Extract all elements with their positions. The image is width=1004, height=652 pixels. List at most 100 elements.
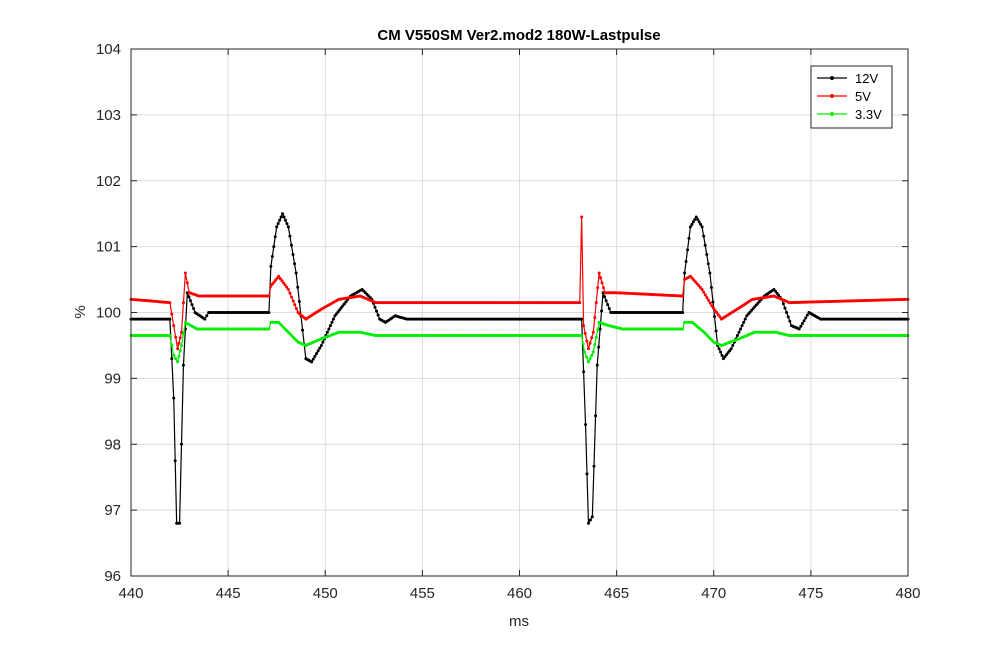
data-point bbox=[693, 217, 697, 221]
data-point bbox=[591, 350, 595, 354]
data-point bbox=[585, 355, 589, 359]
data-point bbox=[293, 262, 297, 266]
axis-ticks: 440 445 450 455 460 465 470 475 480 96 97 98 99 100 10… bbox=[96, 41, 921, 602]
y-tick-label: 97 bbox=[104, 502, 121, 519]
data-point bbox=[681, 311, 685, 314]
data-point bbox=[596, 286, 600, 290]
data-point bbox=[713, 308, 717, 312]
legend-box bbox=[810, 65, 893, 129]
data-point bbox=[375, 309, 379, 313]
data-point bbox=[277, 274, 281, 278]
data-point bbox=[321, 340, 325, 344]
series-markers-12v bbox=[129, 212, 910, 525]
legend-marker-5v bbox=[830, 94, 834, 98]
data-point bbox=[586, 360, 590, 364]
data-point bbox=[781, 302, 785, 306]
data-point bbox=[174, 335, 178, 339]
data-point bbox=[288, 291, 292, 295]
data-point bbox=[291, 299, 295, 303]
data-point bbox=[170, 357, 174, 361]
data-point bbox=[181, 363, 185, 367]
data-point bbox=[178, 349, 182, 353]
data-point bbox=[586, 347, 590, 351]
data-point bbox=[168, 317, 172, 321]
data-point bbox=[600, 309, 604, 313]
data-point bbox=[683, 271, 687, 275]
data-point bbox=[593, 343, 597, 347]
data-point bbox=[580, 334, 584, 338]
data-point bbox=[708, 301, 712, 305]
data-point bbox=[590, 515, 594, 519]
data-point bbox=[684, 259, 688, 263]
data-point bbox=[706, 262, 710, 266]
data-point bbox=[286, 287, 290, 291]
y-tick-label: 102 bbox=[96, 173, 121, 190]
data-point bbox=[580, 317, 584, 321]
x-tick-label: 475 bbox=[798, 585, 823, 602]
data-point bbox=[311, 357, 315, 361]
data-point bbox=[700, 225, 704, 229]
data-point bbox=[686, 248, 690, 252]
data-point bbox=[267, 294, 271, 298]
data-point bbox=[597, 345, 601, 349]
data-point bbox=[272, 245, 276, 249]
data-point bbox=[280, 279, 284, 283]
x-tick-label: 450 bbox=[313, 585, 338, 602]
data-point bbox=[717, 347, 721, 351]
x-tick-label: 465 bbox=[604, 585, 629, 602]
data-point bbox=[709, 285, 713, 289]
series-5v bbox=[129, 215, 910, 351]
data-point bbox=[330, 320, 334, 324]
data-point bbox=[327, 327, 331, 331]
data-point bbox=[582, 324, 586, 328]
data-point bbox=[591, 330, 595, 334]
data-point bbox=[168, 301, 172, 305]
data-point bbox=[583, 350, 587, 354]
data-point bbox=[178, 336, 182, 340]
x-tick-label: 445 bbox=[216, 585, 241, 602]
data-point bbox=[172, 353, 176, 357]
data-point bbox=[805, 313, 809, 317]
data-point bbox=[713, 314, 717, 318]
data-point bbox=[316, 349, 320, 353]
data-point bbox=[275, 225, 279, 229]
x-tick-label: 470 bbox=[701, 585, 726, 602]
data-point bbox=[267, 327, 271, 331]
data-point bbox=[602, 286, 606, 290]
data-point bbox=[296, 285, 300, 289]
y-axis-label: % bbox=[72, 305, 89, 318]
data-point bbox=[181, 301, 185, 305]
data-point bbox=[740, 324, 744, 328]
data-point bbox=[290, 295, 294, 299]
legend-marker-12v bbox=[830, 76, 834, 80]
data-point bbox=[700, 287, 704, 291]
data-point bbox=[788, 319, 792, 323]
data-point bbox=[599, 276, 603, 280]
legend-entry-3-3v: 3.3V bbox=[855, 107, 882, 122]
data-point bbox=[294, 307, 298, 311]
legend-entry-5v: 5V bbox=[855, 89, 871, 104]
data-point bbox=[731, 343, 735, 347]
grid bbox=[131, 49, 908, 576]
data-point bbox=[318, 346, 322, 350]
data-point bbox=[702, 234, 706, 238]
data-point bbox=[288, 234, 292, 238]
data-point bbox=[585, 339, 589, 343]
series-markers-5v bbox=[129, 215, 910, 351]
data-point bbox=[582, 370, 586, 374]
data-point bbox=[170, 343, 174, 347]
data-point bbox=[703, 243, 707, 247]
data-point bbox=[578, 301, 582, 305]
data-point bbox=[373, 305, 377, 309]
data-point bbox=[269, 264, 273, 268]
legend: 12V 5V 3.3V bbox=[810, 65, 893, 129]
data-point bbox=[715, 311, 719, 314]
legend-marker-3-3v bbox=[830, 112, 834, 116]
data-point bbox=[286, 225, 290, 229]
data-point bbox=[588, 357, 592, 361]
data-point bbox=[742, 320, 746, 324]
x-axis-label: ms bbox=[509, 613, 529, 630]
data-point bbox=[293, 303, 297, 307]
data-point bbox=[606, 303, 610, 307]
